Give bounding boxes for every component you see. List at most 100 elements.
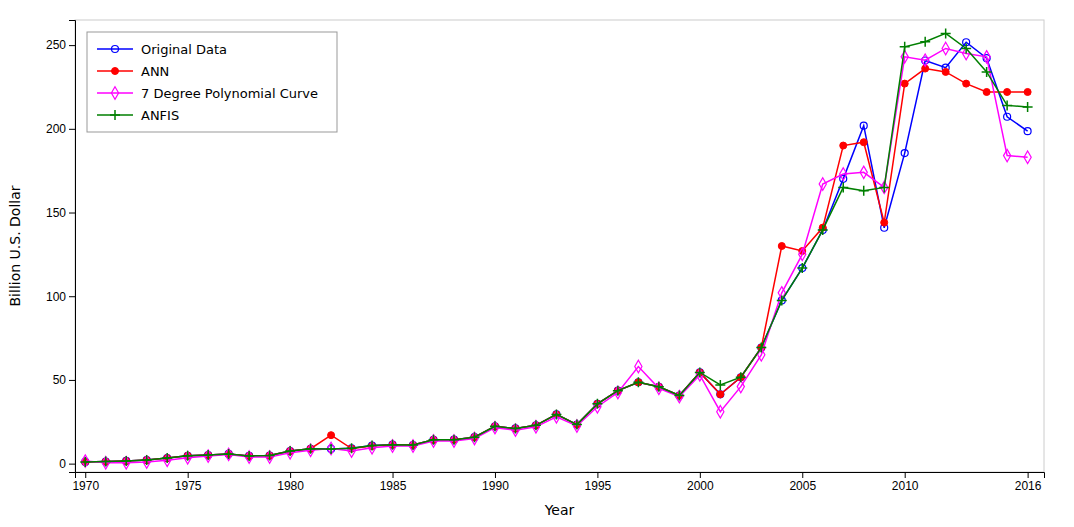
legend-swatch-marker <box>112 46 119 53</box>
tick: 150 <box>46 206 75 220</box>
series <box>80 28 1032 467</box>
point <box>1024 128 1031 135</box>
tick-label: 200 <box>46 122 66 136</box>
tick-label: 1975 <box>175 479 202 493</box>
point <box>551 409 561 419</box>
point <box>388 440 398 450</box>
point <box>963 80 970 87</box>
tick-mark <box>290 472 291 478</box>
point <box>183 451 193 461</box>
point <box>717 405 724 417</box>
point <box>736 372 746 382</box>
point <box>203 450 213 460</box>
tick-label: 250 <box>46 38 66 52</box>
point <box>265 451 275 461</box>
tick-mark <box>69 213 75 214</box>
point <box>860 166 867 178</box>
tick: 1975 <box>175 472 202 493</box>
tick-label: 2000 <box>687 479 714 493</box>
point <box>942 42 949 54</box>
tick-mark <box>700 472 701 478</box>
tick-label: 1980 <box>277 479 304 493</box>
tick: 1970 <box>72 472 99 493</box>
point <box>900 42 910 52</box>
tick-label: 2016 <box>1015 479 1042 493</box>
tick: 50 <box>53 373 75 387</box>
point <box>860 122 867 129</box>
point <box>941 28 951 38</box>
point <box>756 343 766 353</box>
legend-swatch-marker <box>110 110 120 120</box>
tick: 1985 <box>380 472 407 493</box>
point <box>244 451 254 461</box>
point <box>982 67 992 77</box>
tick-label: 1970 <box>72 479 99 493</box>
tick: 2016 <box>1015 472 1042 493</box>
point <box>326 444 336 454</box>
point <box>695 367 705 377</box>
tick-label: 1990 <box>482 479 509 493</box>
point <box>510 423 520 433</box>
legend-label: 7 Degree Polynomial Curve <box>141 86 318 101</box>
tick: 100 <box>46 290 75 304</box>
tick: 2010 <box>892 472 919 493</box>
point <box>162 453 172 463</box>
legend-item: ANFIS <box>97 108 179 123</box>
tick-mark <box>495 472 496 478</box>
tick-mark <box>69 296 75 297</box>
point <box>306 444 316 454</box>
point <box>142 455 152 465</box>
y-axis-title: Billion U.S. Dollar <box>7 185 23 306</box>
tick-label: 1985 <box>380 479 407 493</box>
tick-mark <box>69 380 75 381</box>
point <box>840 168 847 180</box>
legend-label: Original Data <box>141 42 227 57</box>
point <box>449 435 459 445</box>
legend-box <box>87 32 337 132</box>
point <box>799 248 806 260</box>
legend-label: ANN <box>141 64 169 79</box>
tick-label: 0 <box>59 457 66 471</box>
legend-item: Original Data <box>97 42 227 57</box>
tick-label: 1995 <box>585 479 612 493</box>
tick-mark <box>188 472 189 478</box>
point <box>819 178 826 190</box>
point <box>469 432 479 442</box>
point <box>1023 102 1033 112</box>
legend-swatch-marker <box>112 68 119 75</box>
legend-item: ANN <box>97 64 169 79</box>
marks <box>80 28 1032 469</box>
point <box>922 54 929 66</box>
point <box>881 219 888 226</box>
tick: 2005 <box>789 472 816 493</box>
point <box>840 142 847 149</box>
axis-line <box>69 21 76 473</box>
point <box>797 263 807 273</box>
tick: 1995 <box>585 472 612 493</box>
point <box>942 68 949 75</box>
point <box>715 380 725 390</box>
tick: 0 <box>59 457 75 471</box>
tick: 1980 <box>277 472 304 493</box>
point <box>717 391 724 398</box>
point <box>859 186 869 196</box>
y-axis: 0 50 100 150 200 250 <box>46 21 76 473</box>
tick-label: 2010 <box>892 479 919 493</box>
tick-label: 150 <box>46 206 66 220</box>
legend: Original Data ANN 7 Degree Polynomial Curv… <box>87 32 337 132</box>
tick-mark <box>69 129 75 130</box>
point <box>531 420 541 430</box>
point <box>635 360 642 372</box>
axis-line <box>76 473 1045 479</box>
point <box>717 391 724 398</box>
tick-mark <box>85 472 86 478</box>
tick-mark <box>69 45 75 46</box>
tick-mark <box>597 472 598 478</box>
point <box>490 421 500 431</box>
tick-label: 50 <box>53 373 67 387</box>
point <box>777 295 787 305</box>
tick-mark <box>393 472 394 478</box>
series-line <box>85 33 1027 462</box>
point <box>1024 88 1031 95</box>
point <box>347 443 357 453</box>
